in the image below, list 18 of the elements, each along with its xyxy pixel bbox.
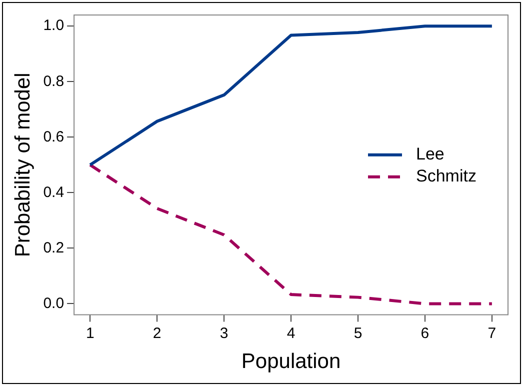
x-tick-label: 5 <box>354 324 362 342</box>
y-tick-label: 0.2 <box>43 239 64 256</box>
x-tick-label: 7 <box>488 324 496 342</box>
x-tick-label: 1 <box>86 324 94 342</box>
legend-label: Schmitz <box>416 166 476 186</box>
x-tick-label: 3 <box>220 324 228 342</box>
y-tick-label: 0.8 <box>43 72 64 90</box>
y-tick-label: 0.4 <box>43 184 64 201</box>
y-tick-label: 0.0 <box>43 294 64 312</box>
y-tick-label: 1.0 <box>43 17 64 34</box>
x-axis-title: Population <box>241 350 341 374</box>
x-tick-label: 6 <box>420 324 430 342</box>
x-tick-label: 2 <box>152 324 162 342</box>
y-axis-title: Probability of model <box>11 72 34 258</box>
legend-label: Lee <box>416 144 444 164</box>
y-tick-label: 0.6 <box>43 128 64 146</box>
line-series <box>88 163 494 306</box>
x-tick-label: 4 <box>286 324 296 342</box>
